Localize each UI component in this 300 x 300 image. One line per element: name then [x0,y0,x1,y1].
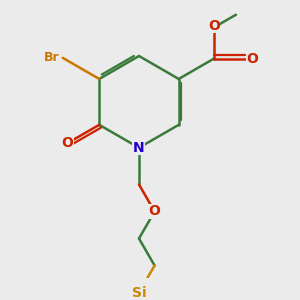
Text: Br: Br [44,51,59,64]
Text: O: O [247,52,259,66]
Text: O: O [149,205,161,218]
Text: O: O [61,136,74,150]
Text: Si: Si [132,286,146,300]
Text: N: N [133,141,145,155]
Text: O: O [208,19,220,33]
